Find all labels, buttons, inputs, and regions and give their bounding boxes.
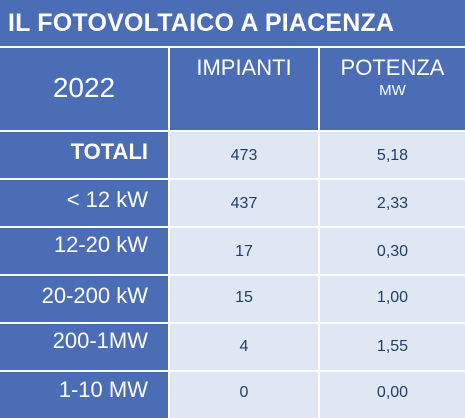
impianti-header: IMPIANTI (170, 48, 318, 130)
row-label-text: 200-1MW (52, 328, 148, 353)
potenza-value: 2,33 (320, 180, 465, 226)
row-label-text: < 12 kW (66, 187, 148, 212)
page-title: IL FOTOVOLTAICO A PIACENZA (0, 0, 465, 46)
potenza-value: 0,00 (320, 372, 465, 418)
impianti-header-label: IMPIANTI (196, 55, 292, 80)
potenza-header-label: POTENZA (340, 55, 445, 80)
impianti-value: 17 (170, 228, 318, 274)
row-label-text: 12-20 kW (53, 232, 148, 257)
row-label: TOTALI (0, 132, 168, 178)
potenza-value: 0,30 (320, 228, 465, 274)
impianti-value: 0 (170, 372, 318, 418)
potenza-value: 1,55 (320, 324, 465, 370)
row-label-text: 20-200 kW (41, 283, 148, 308)
row-label: 12-20 kW (0, 228, 168, 274)
row-label: 1-10 MW (0, 372, 168, 418)
row-label-text: TOTALI (70, 139, 148, 164)
impianti-value: 4 (170, 324, 318, 370)
potenza-value: 5,18 (320, 132, 465, 178)
row-label-text: 1-10 MW (58, 377, 148, 402)
impianti-value: 15 (170, 276, 318, 322)
potenza-unit: MW (379, 82, 406, 99)
impianti-value: 473 (170, 132, 318, 178)
year-header: 2022 (0, 48, 168, 130)
potenza-header: POTENZA MW (320, 48, 465, 130)
row-label: < 12 kW (0, 180, 168, 226)
row-label: 20-200 kW (0, 276, 168, 322)
potenza-value: 1,00 (320, 276, 465, 322)
impianti-value: 437 (170, 180, 318, 226)
row-label: 200-1MW (0, 324, 168, 370)
